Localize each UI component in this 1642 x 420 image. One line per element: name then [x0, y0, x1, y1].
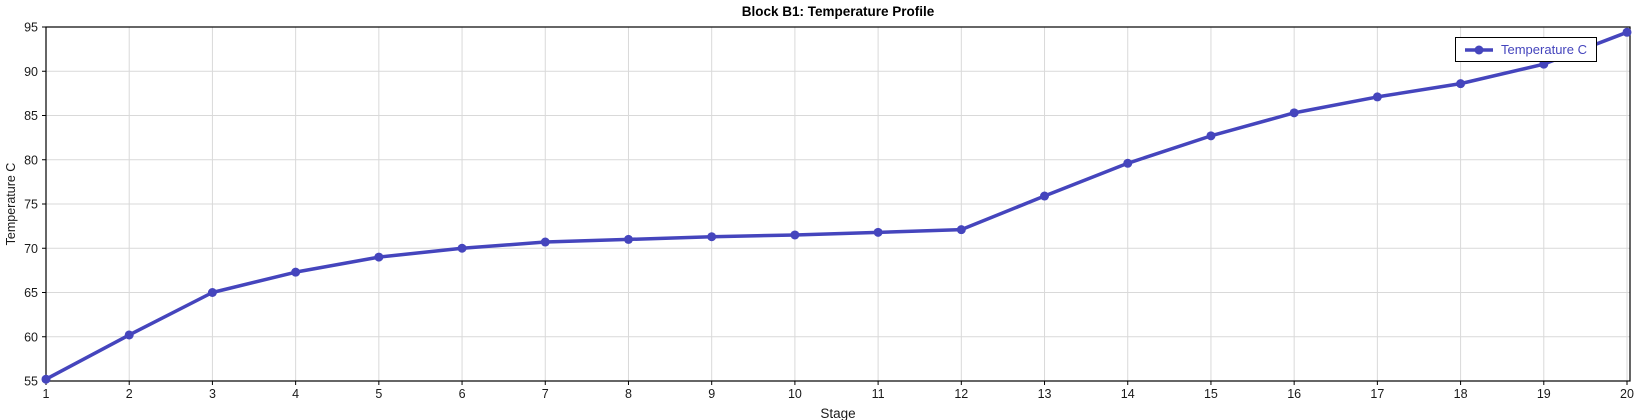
- x-tick-label: 2: [126, 387, 133, 401]
- x-tick-label: 9: [708, 387, 715, 401]
- data-point-marker: [291, 267, 301, 277]
- x-tick-label: 4: [292, 387, 299, 401]
- legend-line-marker-icon: [1465, 45, 1493, 54]
- data-point-marker: [457, 243, 467, 253]
- x-tick-label: 3: [209, 387, 216, 401]
- legend-series-label: Temperature C: [1501, 42, 1587, 57]
- data-point-marker: [41, 374, 51, 384]
- y-tick-label: 70: [24, 242, 38, 256]
- y-tick-label: 75: [24, 198, 38, 212]
- y-tick-label: 90: [24, 65, 38, 79]
- chart-title: Block B1: Temperature Profile: [741, 4, 935, 19]
- x-tick-label: 5: [375, 387, 382, 401]
- x-tick-label: 15: [1204, 387, 1218, 401]
- x-tick-label: 16: [1287, 387, 1301, 401]
- data-point-marker: [873, 227, 883, 237]
- x-tick-label: 18: [1454, 387, 1468, 401]
- y-tick-label: 80: [24, 153, 38, 167]
- data-point-marker: [790, 230, 800, 240]
- data-point-marker: [540, 237, 550, 247]
- y-tick-label: 65: [24, 286, 38, 300]
- x-tick-label: 12: [954, 387, 968, 401]
- y-tick-label: 60: [24, 330, 38, 344]
- data-point-marker: [1372, 92, 1382, 102]
- legend: Temperature C: [1455, 37, 1597, 62]
- y-tick-label: 95: [24, 21, 38, 35]
- x-tick-label: 10: [788, 387, 802, 401]
- x-tick-label: 17: [1370, 387, 1384, 401]
- data-point-marker: [1123, 158, 1133, 168]
- data-point-marker: [207, 288, 217, 297]
- data-point-marker: [124, 330, 134, 340]
- y-tick-label: 85: [24, 109, 38, 123]
- x-tick-label: 7: [542, 387, 549, 401]
- x-tick-label: 14: [1121, 387, 1135, 401]
- data-point-marker: [1206, 131, 1216, 141]
- series-line: [44, 30, 1629, 381]
- x-tick-label: 19: [1537, 387, 1551, 401]
- x-tick-label: 1: [43, 387, 50, 401]
- x-tick-label: 8: [625, 387, 632, 401]
- data-point-marker: [1456, 79, 1466, 89]
- x-tick-label: 13: [1038, 387, 1052, 401]
- x-tick-label: 6: [459, 387, 466, 401]
- data-point-marker: [1040, 191, 1050, 201]
- y-tick-label: 55: [24, 375, 38, 389]
- data-point-marker: [623, 234, 633, 244]
- x-tick-label: 20: [1620, 387, 1634, 401]
- y-axis-label: Temperature C: [4, 162, 18, 246]
- data-point-marker: [707, 232, 717, 242]
- data-point-marker: [1622, 27, 1632, 37]
- x-axis-label: Stage: [820, 406, 856, 420]
- data-point-marker: [1289, 108, 1299, 118]
- x-tick-label: 11: [872, 387, 885, 401]
- data-point-marker: [956, 225, 966, 235]
- data-point-marker: [374, 252, 384, 262]
